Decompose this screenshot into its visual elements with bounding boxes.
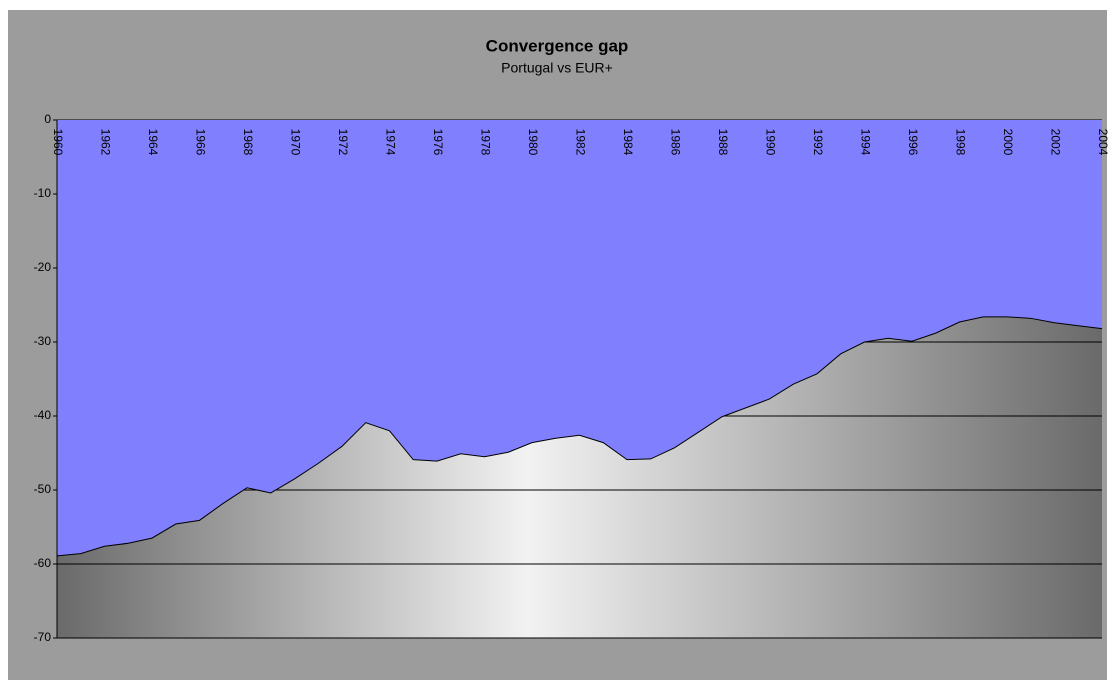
x-tick-label: 1966 xyxy=(193,129,207,156)
chart-subtitle: Portugal vs EUR+ xyxy=(501,60,613,76)
x-tick-label: 1998 xyxy=(953,129,967,156)
x-tick-label: 1978 xyxy=(478,129,492,156)
x-tick-label: 1996 xyxy=(906,129,920,156)
chart-title: Convergence gap xyxy=(486,36,629,55)
x-tick-label: 1994 xyxy=(858,129,872,156)
x-tick-label: 1972 xyxy=(336,129,350,156)
y-tick-label: -70 xyxy=(34,630,52,644)
y-tick-label: -20 xyxy=(34,260,52,274)
x-tick-label: 2004 xyxy=(1096,129,1110,156)
y-tick-label: -60 xyxy=(34,556,52,570)
x-tick-label: 1988 xyxy=(716,129,730,156)
y-tick-label: -50 xyxy=(34,482,52,496)
x-tick-label: 1960 xyxy=(51,129,65,156)
x-tick-label: 1976 xyxy=(431,129,445,156)
x-tick-label: 1982 xyxy=(573,129,587,156)
x-tick-label: 1970 xyxy=(288,129,302,156)
x-tick-label: 1974 xyxy=(383,129,397,156)
x-tick-label: 1962 xyxy=(98,129,112,156)
x-tick-label: 1980 xyxy=(526,129,540,156)
y-tick-label: -40 xyxy=(34,408,52,422)
x-tick-label: 1964 xyxy=(146,129,160,156)
y-tick-label: -30 xyxy=(34,334,52,348)
x-tick-label: 1992 xyxy=(811,129,825,156)
y-tick-label: 0 xyxy=(44,112,51,126)
x-tick-label: 2002 xyxy=(1048,129,1062,156)
x-tick-label: 2000 xyxy=(1001,129,1015,156)
x-tick-label: 1968 xyxy=(241,129,255,156)
x-tick-label: 1986 xyxy=(668,129,682,156)
y-tick-label: -10 xyxy=(34,186,52,200)
x-tick-label: 1990 xyxy=(763,129,777,156)
area-line xyxy=(56,316,1103,557)
x-tick-label: 1984 xyxy=(621,129,635,156)
area xyxy=(57,120,1102,556)
